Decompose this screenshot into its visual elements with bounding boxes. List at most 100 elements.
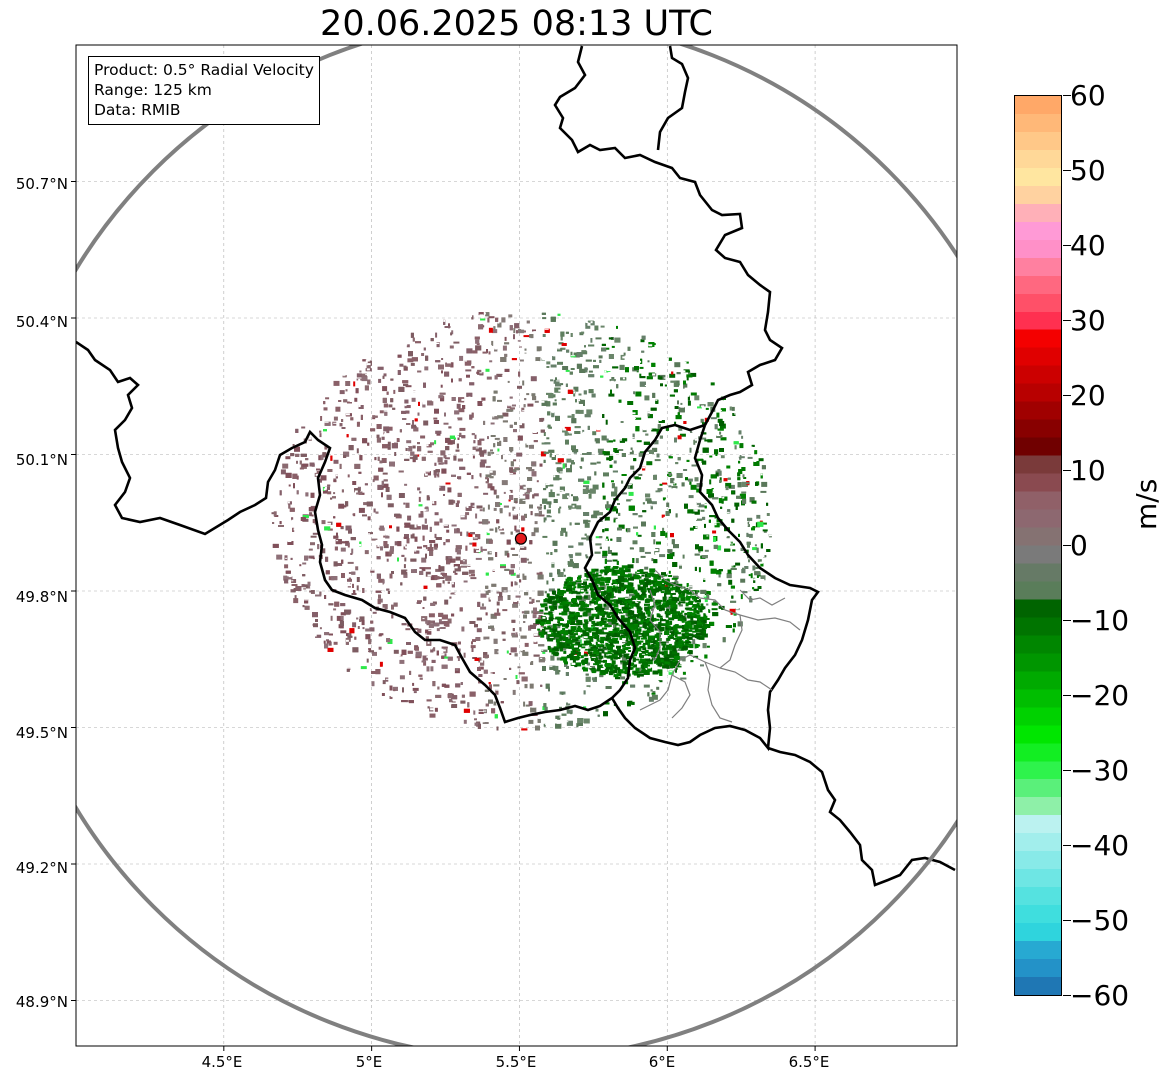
echo-pixel xyxy=(285,472,292,478)
echo-pixel xyxy=(627,401,634,405)
echo-pixel xyxy=(478,709,484,712)
echo-pixel xyxy=(612,366,619,369)
echo-pixel xyxy=(399,675,405,680)
echo-pixel xyxy=(618,567,624,571)
echo-pixel xyxy=(362,514,367,517)
echo-pixel xyxy=(494,437,500,440)
echo-pixel xyxy=(453,341,460,344)
echo-pixel xyxy=(295,586,302,591)
echo-pixel xyxy=(571,414,575,419)
echo-pixel xyxy=(578,722,583,726)
echo-pixel xyxy=(646,376,653,380)
echo-pixel xyxy=(285,456,291,460)
echo-pixel xyxy=(656,686,660,690)
echo-pixel xyxy=(584,533,587,536)
echo-pixel xyxy=(679,625,683,629)
echo-pixel xyxy=(642,502,645,505)
echo-pixel xyxy=(641,521,646,527)
echo-pixel xyxy=(599,359,602,363)
echo-pixel xyxy=(470,502,475,508)
echo-pixel xyxy=(684,503,688,509)
echo-pixel xyxy=(443,575,449,578)
echo-pixel xyxy=(553,633,560,638)
echo-pixel xyxy=(512,404,516,407)
echo-pixel xyxy=(566,468,572,473)
echo-pixel xyxy=(405,628,411,631)
echo-pixel xyxy=(550,364,557,368)
echo-pixel xyxy=(658,680,663,683)
echo-pixel xyxy=(400,582,403,586)
echo-pixel xyxy=(533,527,539,533)
echo-pixel xyxy=(592,597,599,601)
echo-pixel xyxy=(616,560,619,565)
echo-pixel xyxy=(715,454,718,456)
echo-pixel xyxy=(573,386,579,392)
echo-pixel xyxy=(737,472,741,477)
echo-pixel xyxy=(748,559,750,563)
echo-pixel xyxy=(407,358,414,363)
echo-pixel xyxy=(365,634,371,640)
echo-pixel xyxy=(700,419,704,423)
echo-pixel xyxy=(542,334,546,337)
echo-pixel xyxy=(709,479,712,485)
echo-pixel xyxy=(483,420,486,425)
echo-pixel xyxy=(476,343,480,345)
echo-pixel xyxy=(752,547,758,551)
echo-pixel xyxy=(546,509,551,514)
echo-pixel xyxy=(439,627,446,629)
echo-pixel xyxy=(668,582,675,587)
echo-pixel xyxy=(310,542,315,546)
echo-pixel xyxy=(485,590,489,595)
echo-pixel xyxy=(383,403,388,408)
echo-pixel xyxy=(302,574,306,577)
echo-pixel xyxy=(522,380,525,386)
echo-pixel xyxy=(568,561,574,567)
echo-pixel xyxy=(514,581,517,586)
echo-pixel xyxy=(359,616,365,622)
echo-pixel xyxy=(495,527,498,533)
echo-pixel xyxy=(497,322,502,328)
echo-pixel xyxy=(324,421,331,426)
echo-pixel xyxy=(602,451,606,455)
echo-pixel xyxy=(471,433,475,436)
echo-pixel xyxy=(397,541,402,547)
echo-pixel xyxy=(577,718,584,723)
echo-pixel xyxy=(573,496,578,502)
echo-pixel xyxy=(644,650,649,653)
echo-pixel xyxy=(386,494,392,500)
echo-pixel xyxy=(687,624,693,629)
echo-pixel xyxy=(629,594,636,597)
echo-pixel xyxy=(487,451,491,456)
echo-pixel xyxy=(540,684,543,687)
echo-pixel xyxy=(621,606,625,611)
echo-pixel xyxy=(627,483,633,489)
echo-pixel xyxy=(584,621,589,624)
echo-pixel xyxy=(494,714,498,719)
echo-pixel xyxy=(685,477,688,481)
echo-pixel xyxy=(444,326,451,328)
echo-pixel xyxy=(482,507,485,512)
echo-pixel xyxy=(587,571,593,576)
echo-pixel xyxy=(717,418,723,423)
echo-pixel xyxy=(740,578,746,583)
echo-pixel xyxy=(290,557,293,560)
echo-pixel xyxy=(550,316,556,322)
echo-pixel xyxy=(702,516,706,520)
echo-pixel xyxy=(575,629,579,633)
echo-pixel xyxy=(427,547,434,551)
echo-pixel xyxy=(685,596,691,601)
echo-pixel xyxy=(515,632,518,637)
echo-pixel xyxy=(676,664,682,668)
echo-pixel xyxy=(330,455,333,461)
echo-pixel xyxy=(685,639,690,642)
echo-pixel xyxy=(345,540,350,546)
echo-pixel xyxy=(310,557,315,560)
echo-pixel xyxy=(396,526,400,532)
echo-pixel xyxy=(440,396,445,402)
echo-pixel xyxy=(641,335,646,340)
echo-pixel xyxy=(578,409,584,414)
echo-pixel xyxy=(410,533,415,539)
echo-pixel xyxy=(317,544,320,550)
echo-pixel xyxy=(447,618,452,624)
echo-pixel xyxy=(749,497,755,503)
